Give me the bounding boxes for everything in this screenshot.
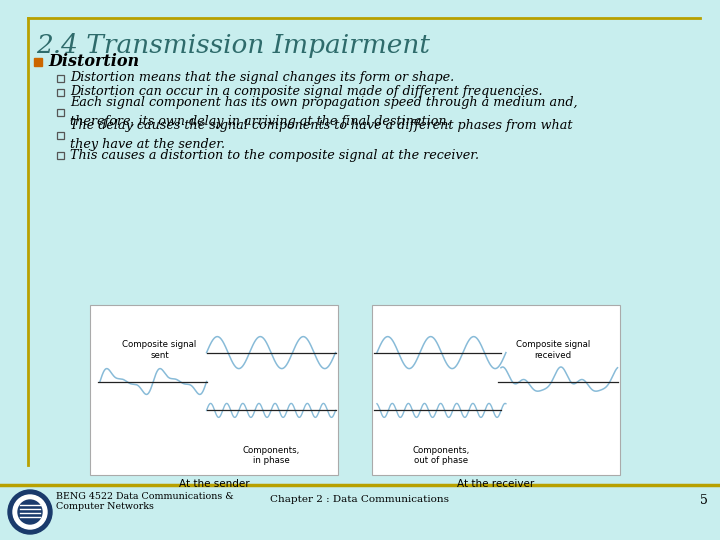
Bar [90,305,338,475]
Text: Distortion: Distortion [48,53,139,71]
Bar [57,89,64,96]
Text: The delay causes the signal components to have a different phases from what
they: The delay causes the signal components t… [70,119,572,151]
Text: Composite signal
received: Composite signal received [516,340,590,360]
Bar [372,305,620,475]
Circle shape [18,500,42,524]
Bar [57,132,64,138]
Bar [57,109,64,116]
Bar [34,58,42,66]
Bar [57,75,64,82]
Text: Distortion can occur in a composite signal made of different frequencies.: Distortion can occur in a composite sign… [70,85,542,98]
Text: Components,
in phase: Components, in phase [243,446,300,465]
Text: At the sender: At the sender [179,479,249,489]
Text: BENG 4522 Data Communications &
Computer Networks: BENG 4522 Data Communications & Computer… [56,492,233,511]
Text: Each signal component has its own propagation speed through a medium and,
theref: Each signal component has its own propag… [70,96,577,128]
Circle shape [8,490,52,534]
Text: Distortion means that the signal changes its form or shape.: Distortion means that the signal changes… [70,71,454,84]
Circle shape [13,495,47,529]
Text: Composite signal
sent: Composite signal sent [122,340,197,360]
Text: 5: 5 [700,494,708,507]
Text: This causes a distortion to the composite signal at the receiver.: This causes a distortion to the composit… [70,148,479,161]
Text: At the receiver: At the receiver [457,479,535,489]
Bar [57,152,64,159]
Text: 2.4 Transmission Impairment: 2.4 Transmission Impairment [36,33,430,58]
Text: Chapter 2 : Data Communications: Chapter 2 : Data Communications [271,496,449,504]
Text: Components,
out of phase: Components, out of phase [413,446,470,465]
